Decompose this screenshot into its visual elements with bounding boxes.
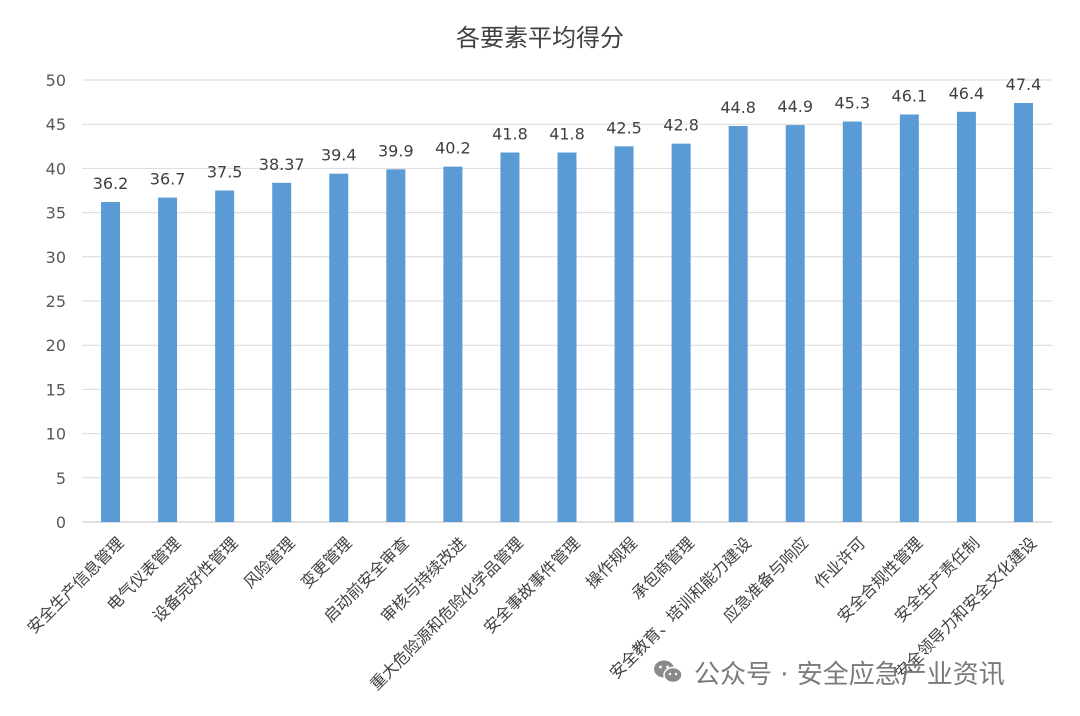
data-label: 39.9 xyxy=(378,141,414,160)
data-label: 39.4 xyxy=(321,146,357,165)
bar xyxy=(842,121,862,522)
y-tick-label: 50 xyxy=(46,71,66,90)
y-axis-ticks: 0 5 10 15 20 25 30 35 40 45 50 xyxy=(46,71,66,532)
bar xyxy=(956,111,976,522)
y-tick-label: 30 xyxy=(46,248,66,267)
data-label: 41.8 xyxy=(492,124,528,143)
y-tick-label: 15 xyxy=(46,380,66,399)
x-tick-label: 变更管理 xyxy=(297,533,356,592)
bar xyxy=(899,114,919,522)
bar xyxy=(443,166,463,522)
data-label: 47.4 xyxy=(1006,75,1042,94)
watermark: 公众号 · 安全应急产业资讯 xyxy=(652,652,1005,692)
bar xyxy=(272,182,292,522)
data-labels: 36.2 36.7 37.5 38.37 39.4 39.9 40.2 41.8 41.8 42.… xyxy=(93,75,1042,193)
x-tick-label: 安全事故事件管理 xyxy=(480,533,584,637)
y-tick-label: 40 xyxy=(46,159,66,178)
data-label: 45.3 xyxy=(834,94,870,113)
data-label: 46.4 xyxy=(949,84,985,103)
data-label: 37.5 xyxy=(207,163,243,182)
bar xyxy=(1013,102,1033,522)
wechat-icon xyxy=(654,660,683,684)
data-label: 42.5 xyxy=(606,118,642,137)
x-tick-label: 作业许可 xyxy=(810,533,869,592)
x-tick-label: 操作规程 xyxy=(582,533,641,592)
y-tick-label: 25 xyxy=(46,292,66,311)
x-tick-label: 安全生产信息管理 xyxy=(23,533,127,637)
data-label: 44.9 xyxy=(777,97,813,116)
bar xyxy=(614,146,634,523)
y-tick-label: 0 xyxy=(56,513,66,532)
data-label: 46.1 xyxy=(892,86,928,105)
data-label: 36.7 xyxy=(150,170,186,189)
bar xyxy=(500,152,520,522)
y-tick-label: 10 xyxy=(46,425,66,444)
data-label: 44.8 xyxy=(720,98,756,117)
watermark-text: 公众号 · 安全应急产业资讯 xyxy=(694,659,1005,690)
bar xyxy=(557,152,577,522)
data-label: 41.8 xyxy=(549,124,585,143)
y-tick-label: 45 xyxy=(46,115,66,134)
bar xyxy=(386,169,406,522)
bar xyxy=(329,173,349,523)
bar xyxy=(215,190,235,522)
bars xyxy=(101,102,1033,523)
bar xyxy=(728,125,748,522)
y-tick-label: 5 xyxy=(56,469,66,488)
bar xyxy=(101,201,121,522)
data-label: 40.2 xyxy=(435,139,471,158)
x-tick-label: 风险管理 xyxy=(240,533,299,592)
data-label: 42.8 xyxy=(663,116,699,135)
bar xyxy=(158,197,178,522)
bar xyxy=(671,143,691,522)
chart-title: 各要素平均得分 xyxy=(456,24,624,52)
data-label: 36.2 xyxy=(93,174,129,193)
y-tick-label: 35 xyxy=(46,204,66,223)
data-label: 38.37 xyxy=(259,155,305,174)
bar xyxy=(785,125,805,523)
y-tick-label: 20 xyxy=(46,336,66,355)
